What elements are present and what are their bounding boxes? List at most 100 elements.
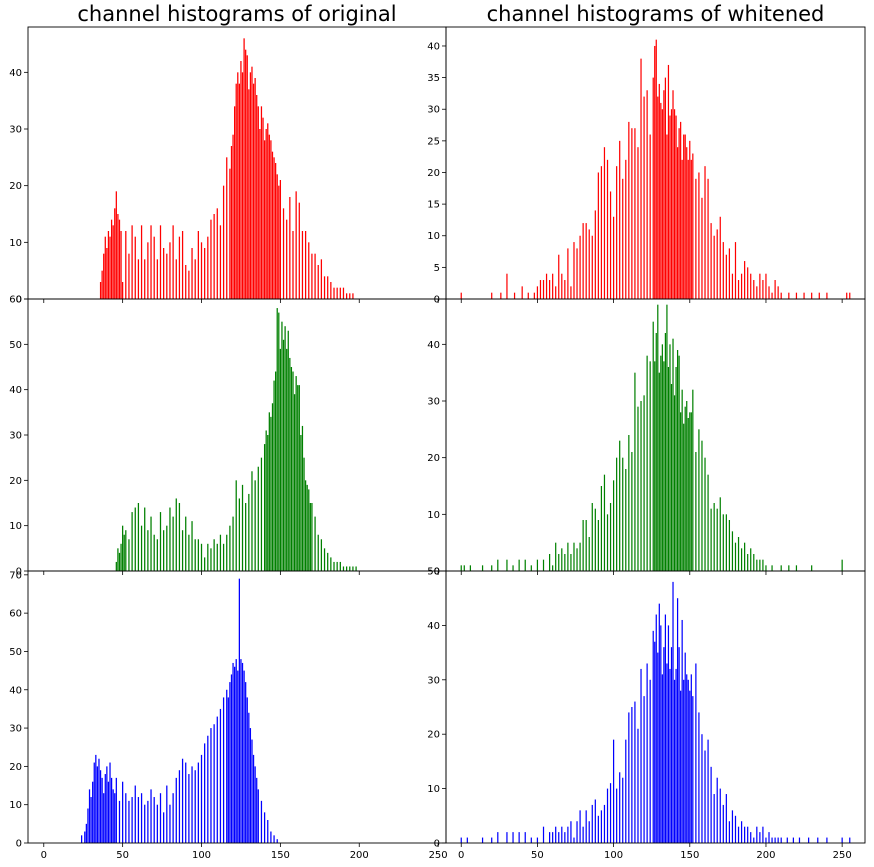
original-blue-bar [140, 793, 143, 843]
original-blue-bar [270, 831, 272, 843]
original-green-bar [298, 385, 300, 571]
whitened-blue-bar [747, 826, 749, 843]
original-green-bar [257, 466, 259, 571]
whitened-red-bar [460, 292, 462, 299]
whitened-green-bar [579, 542, 581, 571]
original-green-bar [317, 534, 319, 571]
original-blue-bar [234, 666, 236, 843]
original-blue-bar [131, 797, 133, 843]
whitened-red-bar [657, 96, 659, 299]
whitened-green-ytick-label: 10 [427, 510, 440, 521]
original-green-bar [123, 534, 125, 571]
whitened-blue-bar [734, 815, 737, 843]
original-blue-bar [273, 835, 275, 843]
whitened-blue-bar [817, 837, 819, 843]
whitened-blue-bar [687, 679, 689, 843]
original-blue-bar [257, 789, 259, 843]
original-green-bar [286, 348, 288, 571]
whitened-blue-ytick-label: 50 [427, 567, 440, 578]
original-green-bar [308, 489, 310, 571]
whitened-blue-bar [460, 837, 462, 843]
original-green-bar [260, 457, 263, 571]
whitened-green-bar [762, 559, 764, 571]
whitened-green-bar [686, 401, 688, 571]
whitened-blue-bar [667, 625, 670, 843]
whitened-blue-ytick-label: 40 [427, 621, 440, 632]
whitened-green-bar [576, 548, 578, 571]
whitened-green-bar [506, 559, 508, 571]
whitened-red-bar [542, 280, 545, 299]
whitened-blue-bar [737, 826, 740, 843]
whitened-blue-bar [698, 712, 700, 843]
original-green-bar [346, 566, 348, 571]
whitened-red-ytick-label: 30 [427, 105, 440, 116]
whitened-green-bar [750, 548, 752, 571]
whitened-green-bar [687, 418, 689, 571]
whitened-blue-bar [657, 652, 659, 843]
whitened-blue-bar [497, 832, 499, 843]
whitened-green-bar [667, 367, 670, 571]
original-blue-bar [114, 793, 116, 843]
original-red-bar [137, 259, 140, 299]
whitened-green-bar [780, 565, 782, 571]
whitened-green-bar [655, 333, 657, 571]
whitened-red-bar [521, 286, 523, 299]
whitened-red-ytick-label: 20 [427, 168, 440, 179]
original-blue-ytick-label: 10 [9, 800, 22, 811]
whitened-green-ytick-label: 0 [434, 567, 440, 578]
whitened-blue-bar [597, 815, 599, 843]
original-red-bar [339, 287, 341, 299]
whitened-red-bar [811, 292, 813, 299]
whitened-green-bar [756, 559, 758, 571]
whitened-green-bar [695, 452, 697, 571]
whitened-green-bar [670, 384, 673, 571]
whitened-blue-bar [555, 826, 557, 843]
original-red-bar [128, 253, 130, 299]
whitened-blue-bar [792, 837, 794, 843]
whitened-blue-ytick-label: 20 [427, 730, 440, 741]
original-red-bar [265, 129, 267, 299]
original-red-bar [178, 236, 181, 299]
original-blue-bar [243, 670, 245, 843]
whitened-blue-bar [576, 821, 578, 843]
whitened-green-bar [612, 480, 615, 571]
original-green-bar [153, 534, 155, 571]
original-blue-bar [216, 716, 218, 843]
whitened-red-bar [690, 159, 692, 299]
whitened-green-bar [683, 423, 685, 571]
original-red-bar [260, 106, 263, 299]
original-red-bar [101, 270, 103, 299]
original-blue-bar [219, 708, 222, 843]
whitened-blue-bar [690, 674, 692, 843]
whitened-red-bar [555, 286, 557, 299]
original-red-bar [314, 253, 316, 299]
whitened-green-bar [728, 520, 731, 571]
original-red-frame [27, 26, 447, 300]
original-red-bar [134, 236, 136, 299]
original-green-bar [122, 525, 124, 571]
whitened-green-bar [657, 304, 659, 571]
original-red-bar [219, 225, 222, 299]
original-green-bar [150, 516, 152, 571]
whitened-green-bar [663, 361, 665, 571]
whitened-blue-bar [570, 821, 572, 843]
original-red-bar [352, 293, 354, 299]
original-blue-bar [227, 697, 229, 843]
original-green-bar [219, 534, 222, 571]
whitened-green-bar [681, 389, 683, 571]
original-green-bar [309, 503, 311, 571]
original-green-bar [181, 530, 184, 571]
whitened-red-bar [570, 286, 572, 299]
whitened-blue-bar [849, 837, 851, 843]
whitened-blue-bar [612, 739, 615, 843]
whitened-red-bar [660, 102, 662, 299]
whitened-blue-bar [558, 832, 560, 843]
original-red-bar [249, 72, 252, 299]
original-red-bar [226, 157, 228, 299]
original-green-bar [265, 430, 267, 571]
whitened-blue-bar [628, 712, 630, 843]
whitened-blue-bar [719, 788, 721, 843]
whitened-red-bar [713, 235, 715, 299]
original-red-bar [282, 208, 285, 299]
original-blue-bar [90, 797, 92, 843]
